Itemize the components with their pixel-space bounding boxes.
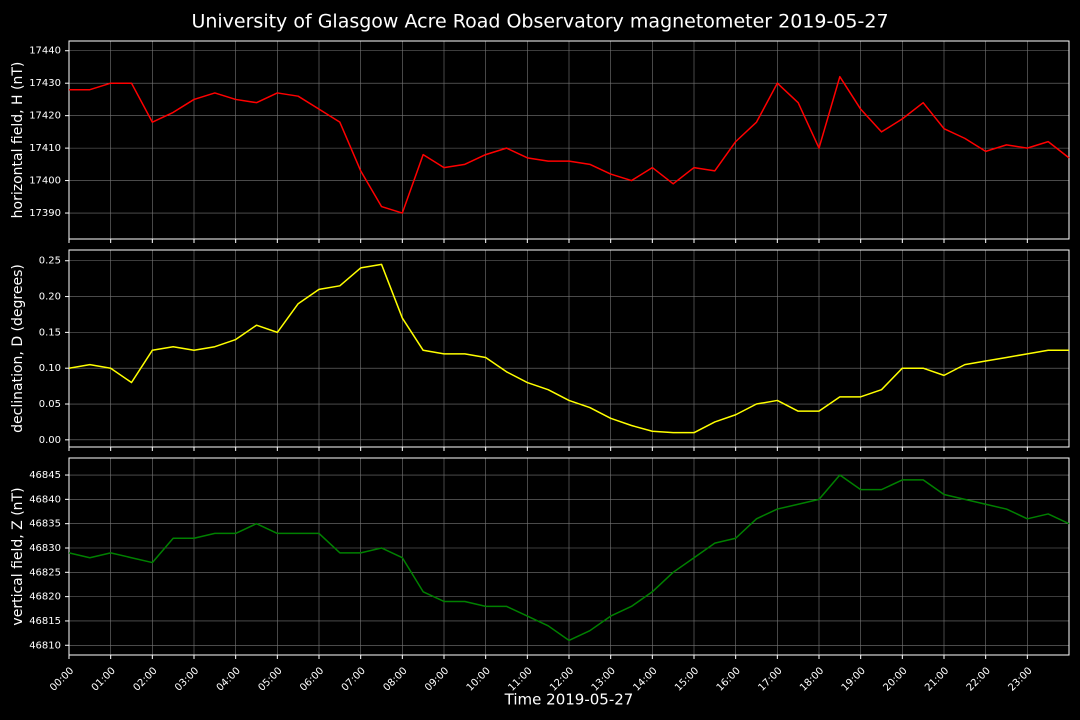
y-tick-label: 17420 — [29, 111, 61, 122]
y-tick-label: 17430 — [29, 78, 61, 89]
y-axis-label: declination, D (degrees) — [10, 264, 26, 433]
y-axis-label: horizontal field, H (nT) — [10, 62, 26, 219]
x-axis-label: Time 2019-05-27 — [504, 691, 634, 709]
y-tick-label: 46820 — [29, 592, 61, 603]
y-tick-label: 46835 — [29, 519, 61, 530]
y-tick-label: 46845 — [29, 470, 61, 481]
y-tick-label: 0.00 — [39, 435, 61, 446]
data-line — [69, 75, 1070, 214]
y-tick-label: 17440 — [29, 46, 61, 57]
plot-frame — [68, 457, 1070, 656]
y-tick-label: 0.10 — [39, 363, 61, 374]
figure-title: University of Glasgow Acre Road Observat… — [191, 11, 888, 33]
y-tick-label: 0.20 — [39, 292, 61, 303]
y-tick-label: 17410 — [29, 143, 61, 154]
y-axis-label: vertical field, Z (nT) — [10, 487, 26, 625]
data-line — [68, 263, 1069, 434]
y-tick-label: 46815 — [29, 616, 61, 627]
plot-frame — [68, 249, 1070, 448]
y-tick-label: 46825 — [29, 567, 61, 578]
y-tick-label: 46830 — [29, 543, 61, 554]
y-tick-label: 17400 — [29, 176, 61, 187]
y-tick-label: 0.15 — [39, 327, 61, 338]
y-tick-label: 0.05 — [39, 399, 61, 410]
data-line — [68, 474, 1070, 642]
y-tick-label: 17390 — [29, 208, 61, 219]
y-tick-label: 46810 — [29, 640, 61, 651]
y-tick-label: 0.25 — [39, 256, 61, 267]
plot-frame — [68, 40, 1070, 240]
y-tick-label: 46840 — [29, 494, 61, 505]
